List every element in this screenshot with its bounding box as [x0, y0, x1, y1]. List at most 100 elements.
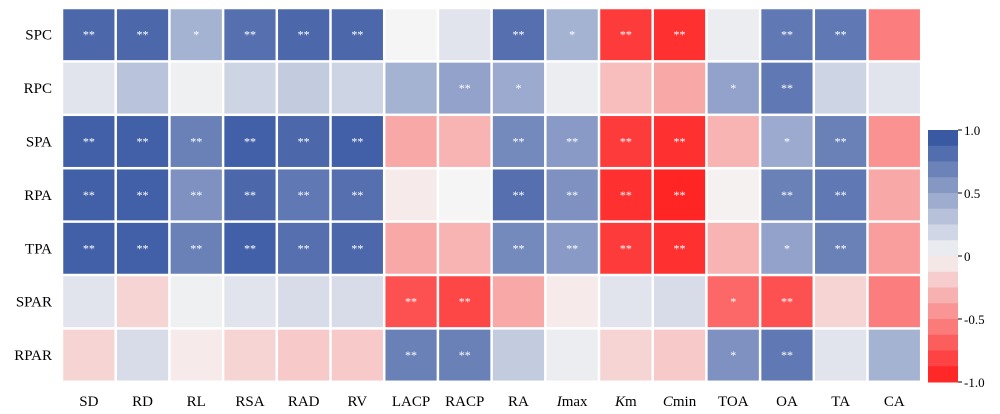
significance-label: ** [244, 28, 256, 42]
heatmap-cell [63, 9, 115, 61]
heatmap-cell [707, 9, 759, 61]
significance-label: ** [244, 188, 256, 202]
significance-label: ** [137, 241, 149, 255]
significance-label: ** [83, 188, 95, 202]
heatmap-cell [278, 9, 330, 61]
heatmap-cell [492, 222, 545, 274]
heatmap-cell [170, 62, 222, 114]
significance-label: ** [298, 241, 310, 255]
colorbar-bin [928, 177, 958, 194]
column-label: OA [776, 394, 798, 410]
significance-label: ** [190, 241, 202, 255]
heatmap-cell [63, 62, 115, 114]
heatmap-cell [868, 276, 920, 328]
significance-label: ** [459, 81, 471, 95]
column-label: TOA [718, 394, 749, 410]
column-label: TA [831, 394, 850, 410]
heatmap-cell [761, 329, 813, 381]
heatmap-cell [331, 62, 383, 114]
significance-label: ** [351, 28, 363, 42]
significance-label: ** [351, 241, 363, 255]
significance-label: ** [459, 295, 471, 309]
heatmap-cell [278, 62, 330, 114]
colorbar-tick-label: -0.5 [964, 312, 985, 327]
row-label: RPC [24, 81, 52, 97]
significance-label: ** [83, 241, 95, 255]
heatmap-cell [224, 9, 276, 61]
heatmap-cell [707, 329, 759, 381]
heatmap-cell [492, 276, 545, 328]
heatmap-cell [170, 276, 222, 328]
heatmap-cell [653, 222, 706, 274]
heatmap-cell [331, 116, 383, 167]
heatmap-cell [492, 329, 545, 381]
heatmap-cell [224, 329, 276, 381]
heatmap-cell [653, 329, 706, 381]
heatmap-cell [224, 62, 276, 114]
significance-label: ** [137, 135, 149, 149]
colorbar-bin [928, 161, 958, 178]
heatmap-cell [815, 222, 867, 274]
heatmap-cell [385, 329, 437, 381]
heatmap-cell [546, 276, 598, 328]
row-label: RPAR [14, 348, 52, 364]
heatmap-cell [653, 9, 706, 61]
significance-label: ** [298, 135, 310, 149]
heatmap-cell [868, 62, 920, 114]
significance-label: ** [674, 135, 686, 149]
colorbar-bin [928, 193, 958, 210]
heatmap-cell [278, 276, 330, 328]
significance-label: ** [83, 135, 95, 149]
significance-label: ** [512, 28, 524, 42]
significance-label: ** [781, 28, 793, 42]
heatmap-cell [492, 169, 545, 221]
heatmap-cell [761, 169, 813, 221]
heatmap-cell [278, 116, 330, 167]
significance-label: * [784, 241, 790, 255]
heatmap-cell [224, 276, 276, 328]
significance-label: ** [512, 188, 524, 202]
colorbar-bin [928, 303, 958, 320]
heatmap-cell [170, 329, 222, 381]
significance-label: * [730, 295, 736, 309]
significance-label: ** [781, 348, 793, 362]
heatmap-cell [63, 276, 115, 328]
significance-label: ** [835, 188, 847, 202]
column-label: RV [348, 394, 368, 410]
column-label: RSA [235, 394, 264, 410]
significance-label: ** [781, 188, 793, 202]
significance-label: ** [674, 241, 686, 255]
heatmap-cell [385, 9, 437, 61]
heatmap-cell [868, 169, 920, 221]
heatmap-cell [653, 276, 706, 328]
colorbar-tick-label: 0.5 [964, 186, 980, 201]
heatmap-cell [761, 222, 813, 274]
row-label: TPA [25, 241, 52, 257]
heatmap-cell [546, 116, 598, 167]
heatmap-cell [385, 169, 437, 221]
significance-label: ** [298, 28, 310, 42]
column-label: RACP [445, 394, 484, 410]
heatmap-cell [600, 222, 652, 274]
significance-label: ** [674, 28, 686, 42]
column-label: Cmin [663, 394, 697, 410]
heatmap-cell [653, 116, 706, 167]
significance-label: ** [244, 135, 256, 149]
heatmap-cell [707, 276, 759, 328]
column-label: LACP [392, 394, 430, 410]
heatmap-cell [815, 9, 867, 61]
heatmap-cell [546, 329, 598, 381]
row-label: RPA [24, 188, 52, 204]
column-label: SD [79, 394, 98, 410]
heatmap-cell [546, 62, 598, 114]
heatmap-cell [761, 9, 813, 61]
colorbar-bin [928, 130, 958, 147]
row-label: SPA [26, 135, 52, 151]
significance-label: ** [137, 188, 149, 202]
heatmap-cell [707, 62, 759, 114]
colorbar-bin [928, 145, 958, 162]
column-label: Imax [556, 394, 588, 410]
heatmap-cell [331, 222, 383, 274]
row-label: SPC [25, 28, 52, 44]
colorbar-tick-label: 1.0 [964, 123, 980, 138]
